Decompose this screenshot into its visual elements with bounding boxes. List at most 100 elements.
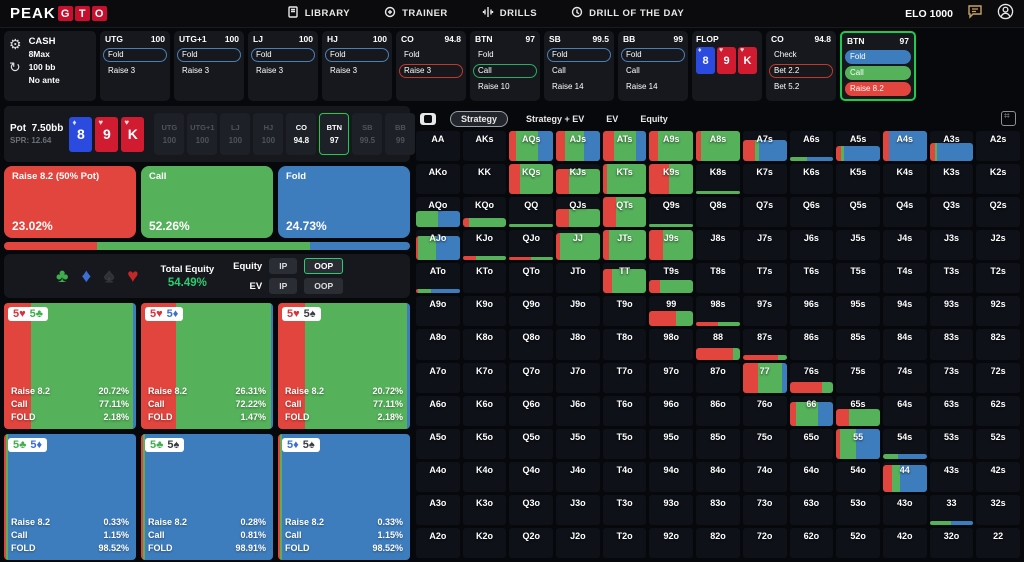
matrix-cell-K7o[interactable]: K7o (462, 362, 507, 393)
matrix-cell-JJ[interactable]: JJ (556, 230, 600, 261)
matrix-cell-97o[interactable]: 97o (649, 362, 694, 393)
grid-expand-icon[interactable] (1001, 111, 1016, 126)
tab-strategy[interactable]: Strategy (450, 110, 509, 127)
matrix-cell-44[interactable]: 44 (882, 461, 927, 492)
action-raise-3[interactable]: Raise 3 (108, 66, 136, 75)
chip-lj[interactable]: LJ 100 (220, 113, 251, 155)
matrix-cell-T5o[interactable]: T5o (602, 428, 647, 459)
matrix-cell-JTs[interactable]: JTs (602, 230, 647, 261)
profile-icon[interactable] (997, 3, 1014, 25)
matrix-cell-75o[interactable]: 75o (742, 428, 787, 459)
matrix-cell-T6o[interactable]: T6o (602, 395, 647, 426)
matrix-cell-KTs[interactable]: KTs (602, 164, 647, 195)
strategy-option-green[interactable]: Call 52.26% (141, 166, 273, 238)
action-fold[interactable]: Fold (478, 50, 494, 59)
strategy-option-blue[interactable]: Fold 24.73% (278, 166, 410, 238)
matrix-cell-T6s[interactable]: T6s (789, 263, 834, 294)
matrix-cell-KTo[interactable]: KTo (462, 263, 507, 294)
matrix-cell-63s[interactable]: 63s (929, 395, 974, 426)
equity-ip-button[interactable]: IP (269, 258, 298, 274)
matrix-cell-Q4s[interactable]: Q4s (882, 197, 927, 228)
combo-5d-5s[interactable]: 5♦ 5♠ Raise 8.2 Call FOLD 0.33% 1.15% 98.52% (278, 434, 410, 560)
matrix-cell-K9o[interactable]: K9o (462, 296, 507, 327)
matrix-cell-72o[interactable]: 72o (742, 527, 787, 558)
matrix-cell-J2o[interactable]: J2o (556, 527, 600, 558)
matrix-cell-77[interactable]: 77 (742, 362, 787, 393)
matrix-cell-93o[interactable]: 93o (649, 494, 694, 525)
matrix-cell-QQ[interactable]: QQ (509, 197, 554, 228)
suit-filter-diamond[interactable]: ♦ (81, 265, 92, 287)
matrix-cell-A7o[interactable]: A7o (416, 362, 460, 393)
action-call[interactable]: Call (845, 66, 911, 80)
matrix-cell-J6o[interactable]: J6o (556, 395, 600, 426)
matrix-cell-A4s[interactable]: A4s (882, 131, 927, 162)
matrix-cell-J6s[interactable]: J6s (789, 230, 834, 261)
matrix-cell-K3o[interactable]: K3o (462, 494, 507, 525)
action-fold[interactable]: Fold (845, 50, 911, 64)
matrix-cell-86o[interactable]: 86o (696, 395, 740, 426)
matrix-cell-Q2s[interactable]: Q2s (976, 197, 1020, 228)
matrix-cell-T4s[interactable]: T4s (882, 263, 927, 294)
matrix-cell-A3s[interactable]: A3s (929, 131, 974, 162)
matrix-cell-K7s[interactable]: K7s (742, 164, 787, 195)
matrix-cell-QTs[interactable]: QTs (602, 197, 647, 228)
ev-oop-button[interactable]: OOP (304, 278, 344, 294)
action-call[interactable]: Call (552, 66, 566, 75)
matrix-cell-AQs[interactable]: AQs (509, 131, 554, 162)
matrix-cell-Q2o[interactable]: Q2o (509, 527, 554, 558)
matrix-cell-A5s[interactable]: A5s (836, 131, 880, 162)
strategy-option-red[interactable]: Raise 8.2 (50% Pot) 23.02% (4, 166, 136, 238)
nav-item-trainer[interactable]: TRAINER (384, 6, 448, 21)
combo-5c-5d[interactable]: 5♣ 5♦ Raise 8.2 Call FOLD 0.33% 1.15% 98.52% (4, 434, 136, 560)
matrix-cell-54o[interactable]: 54o (836, 461, 880, 492)
matrix-cell-94s[interactable]: 94s (882, 296, 927, 327)
matrix-cell-A9o[interactable]: A9o (416, 296, 460, 327)
matrix-cell-A2s[interactable]: A2s (976, 131, 1020, 162)
combo-5c-5s[interactable]: 5♣ 5♠ Raise 8.2 Call FOLD 0.28% 0.81% 98.91% (141, 434, 273, 560)
matrix-cell-J4o[interactable]: J4o (556, 461, 600, 492)
matrix-cell-74s[interactable]: 74s (882, 362, 927, 393)
matrix-cell-KJs[interactable]: KJs (556, 164, 600, 195)
nav-item-drills[interactable]: DRILLS (482, 6, 537, 21)
action-call[interactable]: Call (626, 66, 640, 75)
matrix-cell-75s[interactable]: 75s (836, 362, 880, 393)
matrix-cell-K5s[interactable]: K5s (836, 164, 880, 195)
matrix-cell-J9o[interactable]: J9o (556, 296, 600, 327)
matrix-cell-K4o[interactable]: K4o (462, 461, 507, 492)
matrix-cell-42o[interactable]: 42o (882, 527, 927, 558)
matrix-cell-83s[interactable]: 83s (929, 329, 974, 360)
matrix-cell-Q3o[interactable]: Q3o (509, 494, 554, 525)
nav-item-drill-of-the-day[interactable]: DRILL OF THE DAY (571, 6, 684, 21)
tab-strategy---ev[interactable]: Strategy + EV (526, 113, 585, 124)
matrix-cell-65s[interactable]: 65s (836, 395, 880, 426)
action-raise-3[interactable]: Raise 3 (256, 66, 284, 75)
combo-5h-5c[interactable]: 5♥ 5♣ Raise 8.2 Call FOLD 20.72% 77.11% 2.18% (4, 303, 136, 429)
matrix-cell-85s[interactable]: 85s (836, 329, 880, 360)
suit-filter-heart[interactable]: ♥ (127, 265, 139, 287)
matrix-cell-98o[interactable]: 98o (649, 329, 694, 360)
matrix-cell-A4o[interactable]: A4o (416, 461, 460, 492)
tab-equity[interactable]: Equity (640, 113, 668, 124)
action-fold[interactable]: Fold (177, 48, 241, 62)
matrix-cell-53o[interactable]: 53o (836, 494, 880, 525)
chat-icon[interactable] (967, 3, 983, 24)
matrix-cell-T7s[interactable]: T7s (742, 263, 787, 294)
matrix-cell-Q8s[interactable]: Q8s (696, 197, 740, 228)
matrix-cell-K8s[interactable]: K8s (696, 164, 740, 195)
suit-filter-club[interactable]: ♣ (56, 265, 69, 287)
matrix-cell-65o[interactable]: 65o (789, 428, 834, 459)
action-fold[interactable]: Fold (621, 48, 685, 62)
matrix-cell-T9s[interactable]: T9s (649, 263, 694, 294)
matrix-cell-22[interactable]: 22 (976, 527, 1020, 558)
action-fold[interactable]: Fold (547, 48, 611, 62)
matrix-cell-Q7o[interactable]: Q7o (509, 362, 554, 393)
action-raise-8-2[interactable]: Raise 8.2 (845, 82, 911, 96)
matrix-cell-QTo[interactable]: QTo (509, 263, 554, 294)
matrix-cell-55[interactable]: 55 (836, 428, 880, 459)
matrix-cell-73s[interactable]: 73s (929, 362, 974, 393)
matrix-cell-33[interactable]: 33 (929, 494, 974, 525)
matrix-cell-T3o[interactable]: T3o (602, 494, 647, 525)
matrix-cell-T3s[interactable]: T3s (929, 263, 974, 294)
matrix-cell-K5o[interactable]: K5o (462, 428, 507, 459)
